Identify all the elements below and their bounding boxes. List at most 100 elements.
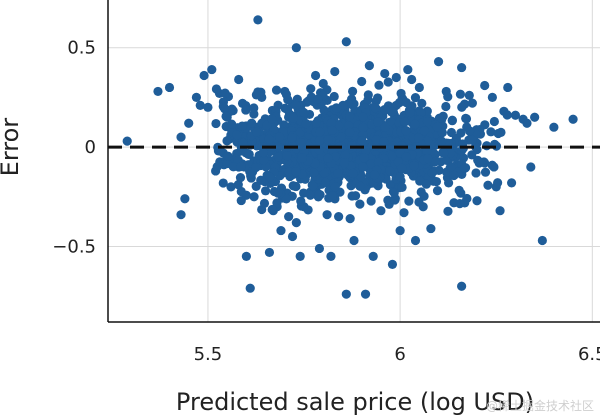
- data-point: [449, 170, 459, 181]
- data-point: [380, 68, 390, 79]
- data-point: [489, 162, 499, 172]
- data-point: [461, 114, 472, 124]
- data-point: [288, 113, 299, 123]
- data-point: [419, 191, 429, 201]
- data-point: [397, 163, 407, 173]
- data-point: [276, 225, 286, 236]
- data-point: [360, 289, 371, 299]
- data-point: [423, 136, 433, 146]
- data-point: [184, 118, 194, 128]
- data-point: [299, 107, 309, 118]
- data-point: [236, 195, 246, 206]
- data-point: [427, 168, 437, 178]
- data-point: [234, 74, 244, 85]
- data-point: [345, 214, 355, 224]
- data-point: [314, 190, 324, 200]
- data-point: [301, 119, 311, 129]
- data-point: [264, 134, 274, 144]
- data-point: [467, 150, 477, 160]
- data-point: [394, 98, 405, 108]
- data-point: [373, 117, 383, 127]
- data-point: [404, 196, 414, 206]
- data-point: [223, 151, 233, 161]
- data-point: [363, 90, 373, 100]
- data-point: [462, 122, 472, 132]
- data-point: [530, 112, 540, 122]
- data-point: [358, 162, 368, 172]
- data-point: [281, 89, 292, 100]
- data-point: [447, 116, 457, 126]
- data-point: [422, 116, 433, 127]
- data-point: [291, 218, 301, 228]
- data-point: [349, 235, 359, 246]
- data-points: [122, 15, 578, 299]
- data-point: [446, 148, 456, 158]
- data-point: [368, 251, 378, 262]
- data-point: [314, 135, 325, 146]
- data-point: [315, 127, 325, 137]
- data-point: [334, 121, 344, 131]
- data-point: [446, 127, 457, 138]
- data-point: [195, 100, 205, 110]
- data-point: [403, 64, 413, 75]
- data-point: [339, 158, 350, 168]
- data-point: [401, 126, 411, 136]
- data-point: [457, 281, 467, 291]
- data-point: [383, 77, 393, 87]
- data-point: [290, 181, 300, 191]
- data-point: [443, 92, 453, 102]
- data-point: [400, 117, 410, 127]
- data-point: [568, 114, 578, 124]
- data-point: [191, 92, 202, 102]
- data-point: [305, 190, 315, 200]
- data-point: [471, 168, 481, 178]
- data-point: [380, 105, 390, 115]
- data-point: [180, 194, 190, 204]
- data-point: [327, 125, 337, 135]
- data-point: [348, 86, 358, 96]
- data-point: [472, 196, 482, 206]
- data-point: [432, 186, 443, 196]
- data-point: [309, 167, 319, 178]
- data-point: [259, 198, 270, 208]
- data-point: [341, 37, 351, 47]
- data-point: [313, 94, 323, 104]
- data-point: [211, 84, 222, 94]
- data-point: [357, 76, 367, 87]
- data-point: [410, 119, 420, 129]
- data-point: [455, 89, 466, 99]
- data-point: [260, 186, 271, 196]
- data-point: [401, 97, 411, 108]
- data-point: [236, 161, 246, 172]
- data-point: [480, 80, 490, 91]
- data-point: [379, 137, 389, 147]
- data-point: [366, 159, 376, 169]
- data-point: [327, 191, 337, 201]
- data-point: [249, 103, 259, 113]
- data-point: [220, 88, 230, 98]
- data-point: [221, 111, 231, 121]
- data-point: [336, 131, 346, 142]
- data-point: [310, 158, 320, 169]
- data-point: [522, 118, 532, 128]
- data-point: [253, 15, 263, 25]
- data-point: [399, 208, 409, 218]
- data-point: [457, 62, 467, 73]
- x-tick-label: 5.5: [194, 344, 223, 365]
- data-point: [245, 283, 255, 293]
- data-point: [373, 157, 384, 168]
- data-point: [264, 247, 275, 258]
- x-tick-label: 6.5: [578, 344, 600, 365]
- data-point: [416, 108, 426, 118]
- data-point: [330, 182, 340, 192]
- data-point: [454, 185, 464, 195]
- data-point: [495, 206, 505, 216]
- data-point: [395, 172, 405, 182]
- data-point: [397, 182, 407, 192]
- data-point: [376, 206, 386, 216]
- data-point: [344, 111, 355, 121]
- data-point: [340, 150, 350, 160]
- data-point: [370, 170, 380, 180]
